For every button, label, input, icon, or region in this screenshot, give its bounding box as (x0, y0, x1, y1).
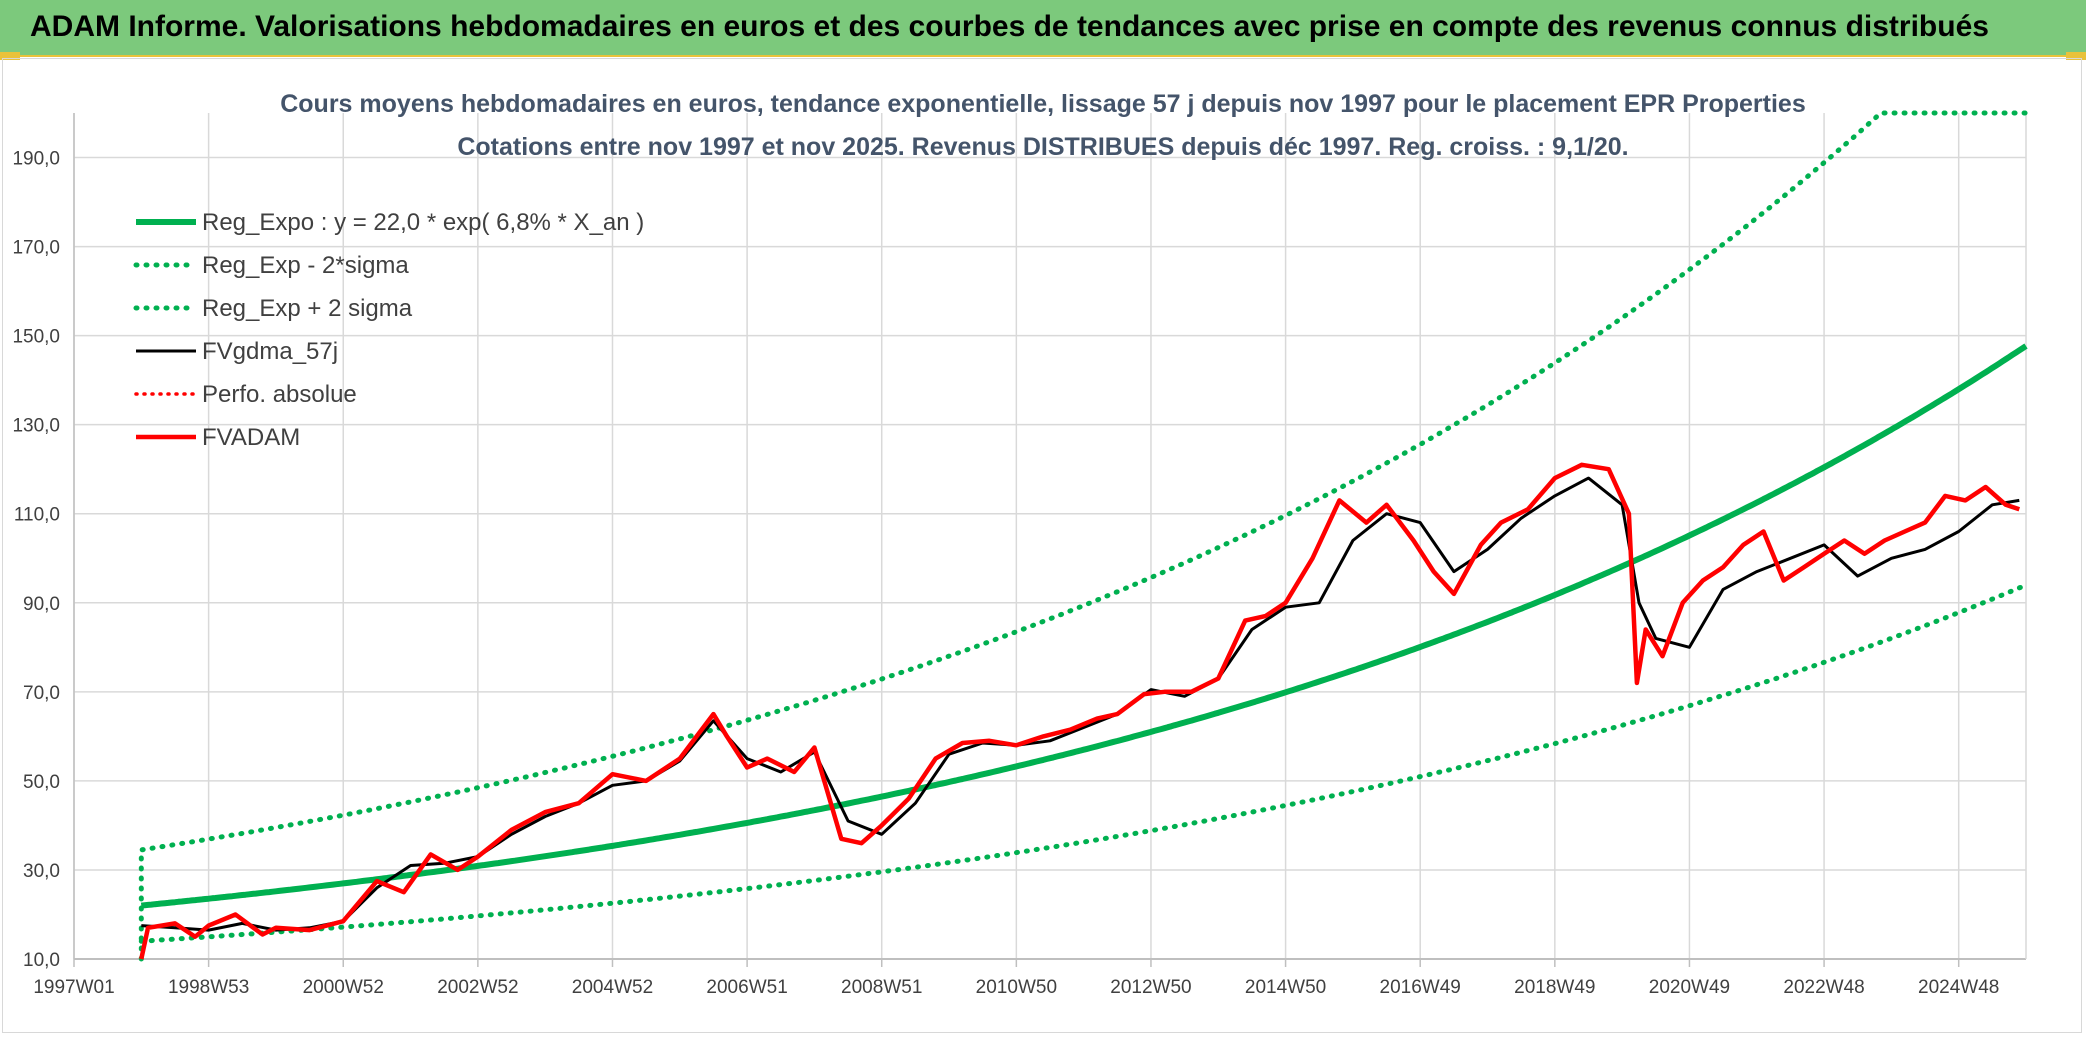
header-accent-right (2066, 52, 2086, 60)
y-tick-label: 70,0 (23, 683, 60, 704)
series-reg-expo-y-22-0-exp-6-8-x-an (140, 343, 2028, 909)
legend-label: Reg_Expo : y = 22,0 * exp( 6,8% * X_an ) (202, 209, 644, 236)
y-tick-label: 10,0 (23, 950, 60, 971)
gridlines (73, 113, 2026, 960)
x-tick-label: 2016W49 (1380, 977, 1461, 998)
report-title: ADAM Informe. Valorisations hebdomadaire… (30, 10, 1989, 43)
y-tick-label: 190,0 (12, 149, 60, 170)
legend-label: Perfo. absolue (202, 381, 357, 408)
x-tick-label: 2006W51 (706, 977, 787, 998)
header-accent-left (0, 52, 20, 60)
series-fvadam (139, 462, 2021, 960)
x-tick-label: 1997W01 (33, 977, 114, 998)
y-tick-label: 30,0 (23, 861, 60, 882)
x-tick-label: 2002W52 (437, 977, 518, 998)
chart-subtitle: Cotations entre nov 1997 et nov 2025. Re… (457, 133, 1628, 161)
chart-frame (2, 58, 2082, 1033)
series-lines (138, 110, 2029, 962)
x-tick-label: 2010W50 (976, 977, 1057, 998)
axes (73, 113, 2027, 967)
x-tick-label: 2022W48 (1783, 977, 1864, 998)
y-tick-label: 130,0 (12, 416, 60, 437)
legend: Reg_Expo : y = 22,0 * exp( 6,8% * X_an )… (133, 209, 644, 451)
legend-label: Reg_Exp - 2*sigma (202, 252, 409, 279)
report-header: ADAM Informe. Valorisations hebdomadaire… (0, 0, 2086, 57)
x-tick-label: 1998W53 (168, 977, 249, 998)
y-tick-label: 150,0 (12, 327, 60, 348)
x-tick-label: 2000W52 (303, 977, 384, 998)
legend-label: FVADAM (202, 424, 300, 451)
series-reg-exp-2-sigma (138, 110, 2029, 962)
y-tick-label: 170,0 (12, 238, 60, 259)
x-tick-label: 2014W50 (1245, 977, 1326, 998)
legend-label: FVgdma_57j (202, 338, 338, 365)
x-tick-label: 2020W49 (1649, 977, 1730, 998)
legend-label: Reg_Exp + 2 sigma (202, 295, 413, 322)
series-fvgdma-57j (141, 476, 2020, 932)
chart-title: Cours moyens hebdomadaires en euros, ten… (280, 90, 1806, 118)
x-tick-label: 2018W49 (1514, 977, 1595, 998)
x-tick-labels: 1997W01 1998W53 2000W52 2002W52 2004W52 2006W… (33, 977, 1999, 998)
series-reg-exp-2-sigma (138, 582, 2029, 944)
x-tick-label: 2012W50 (1110, 977, 1191, 998)
x-tick-label: 2024W48 (1918, 977, 1999, 998)
y-tick-label: 90,0 (23, 594, 60, 615)
y-tick-label: 50,0 (23, 772, 60, 793)
y-tick-labels: 10,0 30,0 50,0 70,0 90,0 110,0 130,0 150,0 170,0… (12, 149, 60, 971)
x-tick-label: 2008W51 (841, 977, 922, 998)
x-tick-label: 2004W52 (572, 977, 653, 998)
y-tick-label: 110,0 (14, 505, 60, 526)
